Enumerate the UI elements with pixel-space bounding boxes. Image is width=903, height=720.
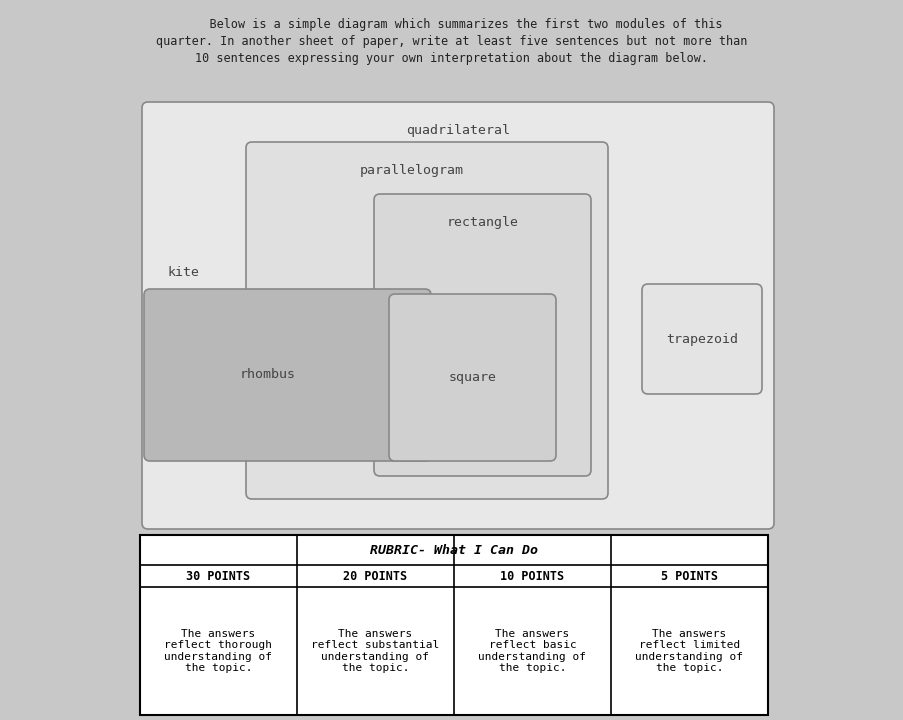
Text: square: square bbox=[448, 371, 496, 384]
Text: Below is a simple diagram which summarizes the first two modules of this: Below is a simple diagram which summariz… bbox=[181, 18, 722, 31]
Text: 10 sentences expressing your own interpretation about the diagram below.: 10 sentences expressing your own interpr… bbox=[195, 52, 708, 65]
Text: The answers
reflect substantial
understanding of
the topic.: The answers reflect substantial understa… bbox=[311, 629, 439, 673]
Text: rectangle: rectangle bbox=[446, 216, 518, 229]
Bar bbox=[140, 535, 768, 715]
FancyBboxPatch shape bbox=[142, 102, 773, 529]
Text: 10 POINTS: 10 POINTS bbox=[500, 570, 564, 582]
Text: rhombus: rhombus bbox=[239, 369, 295, 382]
Text: kite: kite bbox=[168, 266, 200, 279]
FancyBboxPatch shape bbox=[641, 284, 761, 394]
Text: 30 POINTS: 30 POINTS bbox=[186, 570, 250, 582]
Text: The answers
reflect basic
understanding of
the topic.: The answers reflect basic understanding … bbox=[478, 629, 586, 673]
Text: RUBRIC- What I Can Do: RUBRIC- What I Can Do bbox=[369, 544, 537, 557]
FancyBboxPatch shape bbox=[144, 289, 431, 461]
Text: The answers
reflect limited
understanding of
the topic.: The answers reflect limited understandin… bbox=[635, 629, 742, 673]
FancyBboxPatch shape bbox=[246, 142, 608, 499]
Text: The answers
reflect thorough
understanding of
the topic.: The answers reflect thorough understandi… bbox=[164, 629, 272, 673]
Text: parallelogram: parallelogram bbox=[359, 164, 463, 177]
Text: quadrilateral: quadrilateral bbox=[405, 124, 509, 137]
Text: trapezoid: trapezoid bbox=[666, 333, 737, 346]
Text: quarter. In another sheet of paper, write at least five sentences but not more t: quarter. In another sheet of paper, writ… bbox=[156, 35, 747, 48]
Text: 20 POINTS: 20 POINTS bbox=[343, 570, 407, 582]
FancyBboxPatch shape bbox=[388, 294, 555, 461]
FancyBboxPatch shape bbox=[374, 194, 591, 476]
Text: 5 POINTS: 5 POINTS bbox=[660, 570, 717, 582]
